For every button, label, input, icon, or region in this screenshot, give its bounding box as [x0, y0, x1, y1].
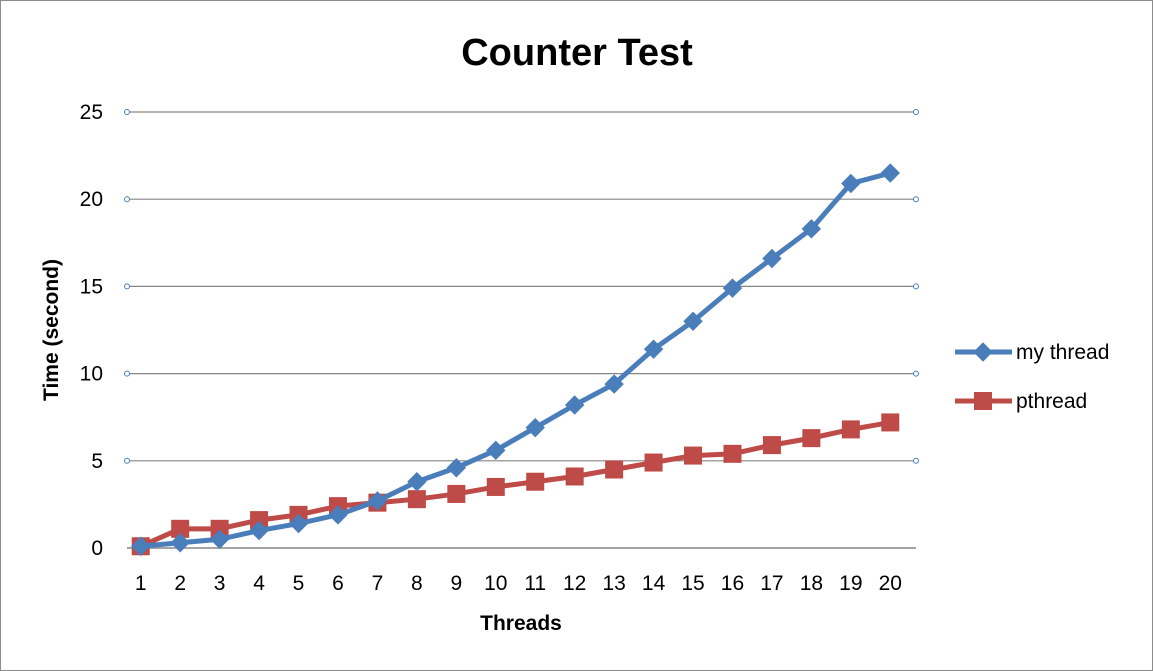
legend-item: my thread [955, 341, 1109, 364]
series-group [131, 163, 900, 556]
x-tick-label: 10 [484, 572, 507, 595]
gridline-end-marker [124, 283, 130, 290]
x-axis-ticks: 1 2 3 4 5 6 7 8 9 10 11 12 13 14 15 16 17 18 19 20 [135, 572, 902, 595]
gridline-end-marker [913, 109, 919, 115]
data-point [643, 339, 664, 359]
legend-swatch-marker [974, 392, 992, 410]
x-axis-title: Threads [480, 612, 562, 635]
y-tick-label: 20 [80, 188, 103, 211]
x-tick-label: 20 [879, 572, 902, 595]
legend-item: pthread [955, 390, 1087, 413]
x-tick-label: 19 [839, 572, 862, 595]
data-point [683, 311, 703, 331]
x-tick-label: 6 [332, 572, 344, 595]
data-point [762, 436, 781, 455]
data-point [802, 429, 821, 448]
x-tick-label: 16 [721, 572, 744, 595]
chart-title: Counter Test [461, 32, 693, 74]
series-line [140, 170, 891, 549]
data-point [170, 533, 190, 553]
x-tick-label: 14 [642, 572, 666, 595]
gridline-end-marker [913, 457, 919, 464]
x-tick-label: 17 [760, 572, 783, 595]
data-point [684, 446, 703, 465]
y-tick-label: 0 [91, 537, 103, 560]
data-point [564, 395, 585, 415]
data-point [801, 219, 822, 239]
data-point [525, 417, 545, 438]
data-point [328, 505, 348, 525]
x-tick-label: 15 [681, 572, 704, 595]
data-point [565, 467, 584, 486]
gridline-end-marker [913, 196, 919, 203]
data-point [644, 453, 663, 472]
data-point [407, 472, 427, 492]
data-point [841, 420, 860, 439]
x-tick-label: 13 [602, 572, 625, 595]
y-tick-label: 5 [91, 450, 103, 473]
data-point [209, 529, 230, 549]
x-tick-label: 2 [174, 572, 186, 595]
data-point [407, 490, 426, 509]
gridline-end-marker [913, 283, 919, 290]
x-tick-label: 7 [372, 572, 384, 595]
x-tick-label: 3 [214, 572, 226, 595]
x-tick-label: 4 [253, 572, 265, 595]
data-point [723, 444, 742, 463]
data-point [288, 513, 309, 534]
data-point [131, 536, 151, 556]
gridline-end-marker [913, 370, 919, 377]
x-tick-label: 1 [135, 572, 147, 595]
data-point [526, 472, 545, 491]
data-point [762, 248, 782, 269]
x-tick-label: 9 [450, 572, 462, 595]
data-point [249, 520, 269, 541]
data-point [722, 278, 743, 298]
series-my-thread [131, 163, 900, 556]
y-tick-label: 15 [80, 275, 103, 298]
data-point [447, 484, 466, 503]
data-point [841, 173, 861, 194]
data-point [880, 163, 900, 183]
x-tick-label: 8 [411, 572, 423, 595]
gridlines [124, 109, 919, 464]
x-tick-label: 12 [563, 572, 586, 595]
gridline-end-marker [124, 370, 130, 377]
x-tick-label: 5 [293, 572, 305, 595]
y-tick-label: 25 [80, 101, 103, 124]
gridline-end-marker [124, 196, 130, 203]
legend-swatch-marker [973, 342, 993, 362]
x-tick-label: 11 [524, 572, 546, 595]
x-tick-label: 18 [800, 572, 823, 595]
y-tick-label: 10 [80, 363, 103, 386]
data-point [605, 460, 624, 479]
gridline-end-marker [124, 109, 130, 115]
data-point [486, 440, 506, 461]
legend-label: pthread [1016, 390, 1087, 413]
y-axis-ticks: 0 5 10 15 20 25 [80, 101, 103, 560]
data-point [881, 413, 900, 432]
data-point [367, 491, 388, 511]
data-point [446, 458, 467, 478]
y-axis-title: Time (second) [40, 259, 63, 401]
legend: my thread pthread [955, 341, 1109, 413]
data-point [486, 477, 505, 496]
legend-label: my thread [1016, 341, 1109, 364]
data-point [604, 374, 624, 394]
gridline-end-marker [124, 457, 130, 464]
